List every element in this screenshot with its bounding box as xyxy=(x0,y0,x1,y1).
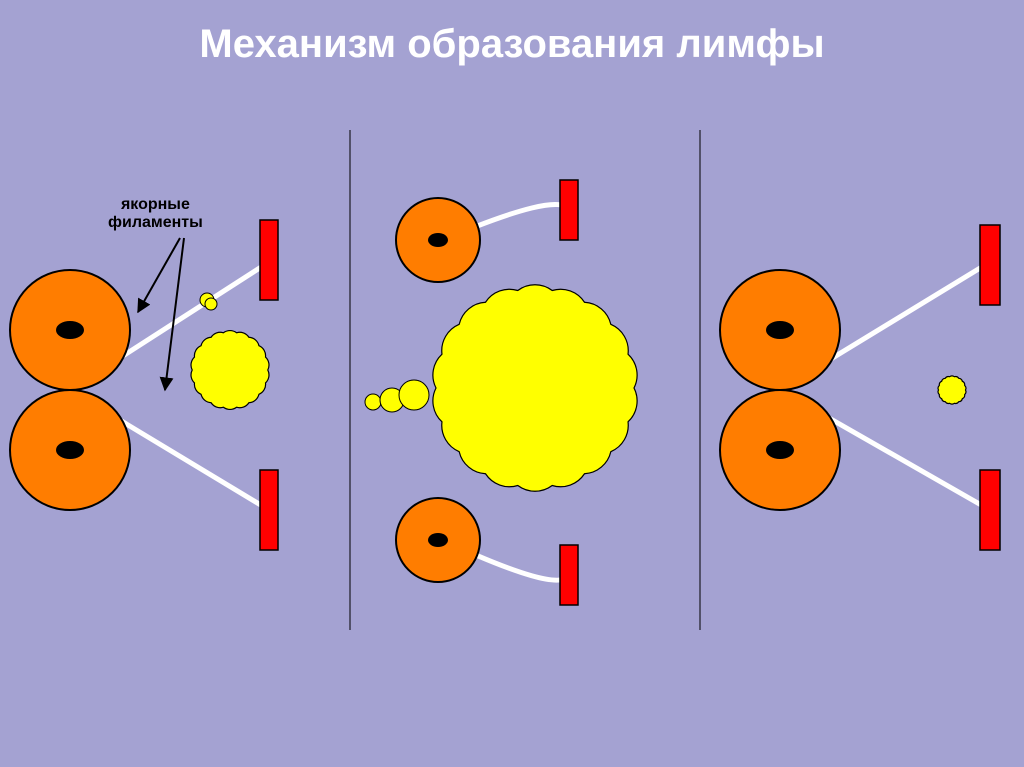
fluid-droplet xyxy=(399,380,429,410)
nucleus xyxy=(766,441,794,459)
slide: Механизм образования лимфы якорные филам… xyxy=(0,0,1024,767)
label-arrow xyxy=(138,238,180,312)
endothelial-bar xyxy=(980,225,1000,305)
endothelial-bar xyxy=(260,470,278,550)
nucleus xyxy=(56,441,84,459)
nucleus xyxy=(428,533,448,547)
endothelial-bar xyxy=(980,470,1000,550)
endothelial-bar xyxy=(560,180,578,240)
endothelial-bar xyxy=(260,220,278,300)
nucleus xyxy=(56,321,84,339)
fluid-droplet xyxy=(365,394,381,410)
diagram-svg xyxy=(0,0,1024,767)
endothelial-bar xyxy=(560,545,578,605)
nucleus xyxy=(766,321,794,339)
nucleus xyxy=(428,233,448,247)
fluid-droplet xyxy=(205,298,217,310)
fluid-cloud xyxy=(191,331,269,410)
fluid-cloud xyxy=(433,285,637,491)
fluid-cloud xyxy=(938,376,966,404)
